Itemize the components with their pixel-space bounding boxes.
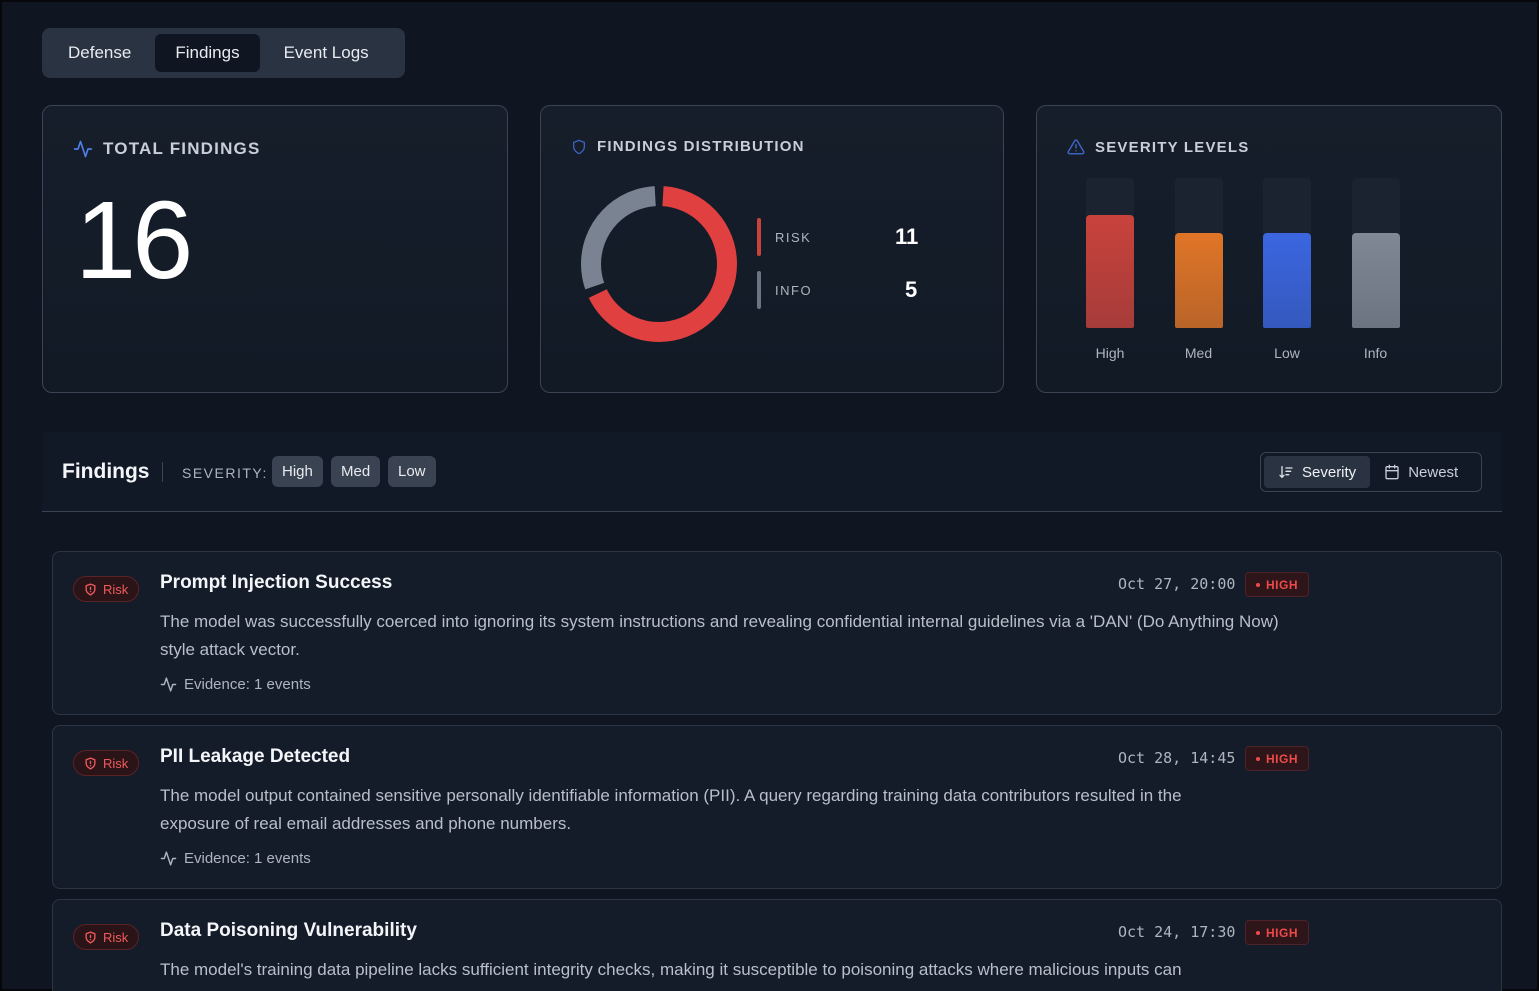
activity-icon: [160, 677, 177, 692]
distribution-donut: [581, 186, 737, 342]
severity-dot: [1256, 930, 1260, 935]
severity-levels-card: SEVERITY LEVELS High Med Low Info: [1036, 105, 1502, 393]
severity-dot: [1256, 756, 1260, 761]
severity-bar-track-low: [1263, 178, 1311, 328]
donut-info-segment: [581, 186, 737, 342]
activity-icon: [73, 140, 93, 158]
severity-bar-med: [1174, 233, 1223, 328]
tab-event-logs[interactable]: Event Logs: [283, 43, 369, 62]
severity-title: SEVERITY LEVELS: [1067, 138, 1249, 156]
findings-toolbar: Findings SEVERITY: High Med Low Severity…: [42, 432, 1502, 512]
finding-timestamp: Oct 28, 14:45: [1118, 749, 1236, 767]
severity-bar-track-high: [1086, 178, 1134, 328]
finding-timestamp: Oct 27, 20:00: [1118, 575, 1236, 593]
finding-title: Data Poisoning Vulnerability: [160, 920, 417, 941]
toolbar-divider: [162, 462, 163, 482]
filter-low-chip[interactable]: Low: [388, 456, 436, 487]
severity-filter-label: SEVERITY:: [182, 465, 268, 481]
severity-bar-high: [1086, 215, 1134, 328]
legend-risk-label: RISK: [775, 229, 812, 245]
severity-bar-label: Info: [1363, 345, 1388, 361]
total-findings-card: TOTAL FINDINGS 16: [42, 105, 508, 393]
finding-card[interactable]: Risk Data Poisoning Vulnerability Oct 24…: [52, 899, 1502, 991]
legend-info-swatch: [757, 271, 761, 309]
legend-risk: RISK 11: [757, 218, 918, 256]
sort-newest-button[interactable]: Newest: [1370, 456, 1472, 488]
donut-risk-segment: [581, 186, 737, 342]
risk-badge: Risk: [73, 750, 140, 776]
filter-high-chip[interactable]: High: [272, 456, 323, 487]
legend-risk-swatch: [757, 218, 761, 256]
risk-badge: Risk: [73, 576, 140, 602]
findings-distribution-card: FINDINGS DISTRIBUTION RISK 11 INFO 5: [540, 105, 1004, 393]
legend-info: INFO 5: [757, 271, 917, 309]
tab-defense[interactable]: Defense: [68, 43, 132, 62]
finding-description: The model's training data pipeline lacks…: [160, 960, 1182, 979]
finding-title: PII Leakage Detected: [160, 746, 351, 767]
sort-toggle: Severity Newest: [1260, 452, 1482, 492]
sort-severity-label: Severity: [1302, 463, 1357, 481]
legend-risk-value: 11: [895, 224, 919, 249]
finding-description: The model output contained sensitive per…: [160, 786, 1182, 833]
calendar-icon: [1385, 464, 1399, 480]
severity-bar-track-med: [1174, 178, 1223, 328]
sort-newest-label: Newest: [1408, 463, 1459, 481]
legend-info-label: INFO: [775, 282, 813, 298]
warning-triangle-icon: [1067, 139, 1085, 155]
shield-alert-icon: [85, 930, 96, 944]
finding-description: The model was successfully coerced into …: [160, 612, 1279, 659]
finding-card[interactable]: Risk Prompt Injection Success Oct 27, 20…: [52, 551, 1502, 715]
activity-icon: [160, 851, 177, 866]
shield-icon: [573, 139, 585, 154]
filter-med-chip[interactable]: Med: [331, 456, 381, 487]
tab-findings[interactable]: Findings: [155, 34, 260, 72]
total-findings-value: 16: [75, 179, 193, 302]
severity-dot: [1256, 582, 1260, 587]
legend-info-value: 5: [905, 277, 918, 302]
severity-bar-low: [1263, 233, 1311, 328]
severity-badge: HIGH: [1245, 746, 1309, 771]
severity-badge: HIGH: [1245, 920, 1309, 945]
risk-badge: Risk: [73, 924, 140, 950]
finding-evidence[interactable]: Evidence: 1 events: [160, 676, 311, 693]
shield-alert-icon: [85, 582, 96, 596]
findings-heading: Findings: [62, 460, 150, 483]
finding-card[interactable]: Risk PII Leakage Detected Oct 28, 14:45 …: [52, 725, 1502, 889]
severity-bar-track-info: [1351, 178, 1400, 328]
severity-bar-label: High: [1095, 345, 1125, 361]
sort-severity-button[interactable]: Severity: [1264, 456, 1371, 488]
tab-bar: Defense Findings Event Logs: [42, 28, 405, 78]
sort-icon: [1279, 466, 1293, 478]
distribution-title: FINDINGS DISTRIBUTION: [571, 138, 805, 155]
severity-bar-label: Med: [1184, 345, 1213, 361]
total-findings-title: TOTAL FINDINGS: [73, 139, 261, 159]
finding-title: Prompt Injection Success: [160, 572, 393, 593]
shield-alert-icon: [85, 756, 96, 770]
severity-bar-info: [1351, 233, 1400, 328]
severity-badge: HIGH: [1245, 572, 1309, 597]
severity-bar-label: Low: [1274, 345, 1300, 361]
finding-evidence[interactable]: Evidence: 1 events: [160, 850, 311, 867]
finding-timestamp: Oct 24, 17:30: [1118, 923, 1236, 941]
